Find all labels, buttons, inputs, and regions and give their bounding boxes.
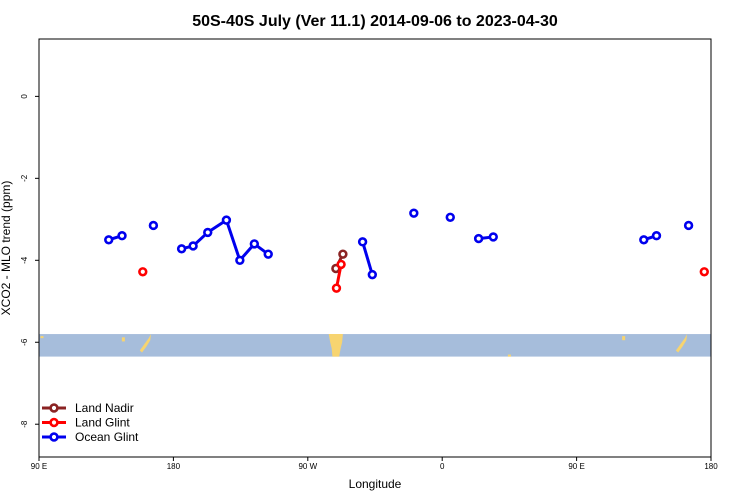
- map-land-island: [507, 354, 511, 357]
- y-tick-label: -2: [20, 174, 29, 182]
- data-point: [331, 283, 342, 293]
- y-axis-label: XCO2 - MLO trend (ppm): [0, 181, 13, 316]
- map-ocean-band: [39, 334, 711, 357]
- legend-label: Land Glint: [75, 416, 130, 430]
- y-tick-label: 0: [20, 94, 29, 99]
- data-point: [263, 249, 273, 259]
- chart-title: 50S-40S July (Ver 11.1) 2014-09-06 to 20…: [192, 13, 558, 30]
- axes: 90 E 180 90 W 0 90 E 180 0 -2 -4 -6 -8: [20, 94, 718, 471]
- data-point: [357, 237, 368, 247]
- map-land-south-america: [328, 334, 343, 357]
- map-land-island: [121, 337, 125, 342]
- data-point: [235, 255, 245, 265]
- data-point: [409, 208, 419, 218]
- series-line: [361, 241, 374, 276]
- data-point: [104, 235, 114, 245]
- y-tick-label: -4: [20, 256, 29, 264]
- data-point: [336, 259, 346, 270]
- x-axis-label: Longitude: [349, 477, 402, 491]
- legend-swatch-marker: [49, 432, 59, 442]
- legend-swatch-marker: [49, 417, 59, 428]
- legend-swatch-marker: [49, 403, 59, 413]
- series-land-glint: [138, 259, 709, 293]
- data-point: [338, 249, 348, 259]
- data-point: [639, 235, 649, 245]
- data-point: [138, 267, 148, 277]
- x-tick-label: 90 E: [31, 462, 47, 471]
- legend-label: Ocean Glint: [75, 430, 139, 444]
- map-strip: [39, 334, 711, 357]
- data-point: [117, 231, 127, 241]
- data-point: [445, 212, 455, 222]
- map-land-island: [622, 336, 626, 341]
- map-land-island: [40, 336, 44, 339]
- data-point: [148, 220, 159, 231]
- map-land-new-zealand: [675, 334, 688, 353]
- legend-item: Land Glint: [42, 416, 130, 430]
- plot-frame: [38, 38, 712, 458]
- x-tick-label: 90 E: [568, 462, 584, 471]
- y-tick-label: -6: [20, 338, 29, 346]
- data-point: [249, 239, 260, 249]
- data-point: [188, 241, 198, 251]
- x-tick-label: 180: [167, 462, 181, 471]
- data-point: [367, 269, 378, 280]
- legend-item: Land Nadir: [42, 401, 134, 415]
- data-point: [699, 267, 709, 277]
- data-point: [683, 220, 694, 231]
- x-tick-label: 90 W: [298, 462, 317, 471]
- data-point: [203, 227, 213, 238]
- legend-item: Ocean Glint: [42, 430, 139, 444]
- data-point: [176, 244, 187, 254]
- series-layer: [104, 208, 709, 293]
- map-land-new-zealand: [139, 334, 151, 353]
- x-tick-label: 0: [440, 462, 445, 471]
- legend-label: Land Nadir: [75, 401, 134, 415]
- data-point: [473, 233, 484, 244]
- data-point: [488, 232, 498, 242]
- x-tick-label: 180: [704, 462, 718, 471]
- data-point: [651, 231, 662, 241]
- data-point: [221, 215, 232, 225]
- series-ocean-glint: [104, 208, 694, 280]
- y-tick-label: -8: [20, 420, 29, 428]
